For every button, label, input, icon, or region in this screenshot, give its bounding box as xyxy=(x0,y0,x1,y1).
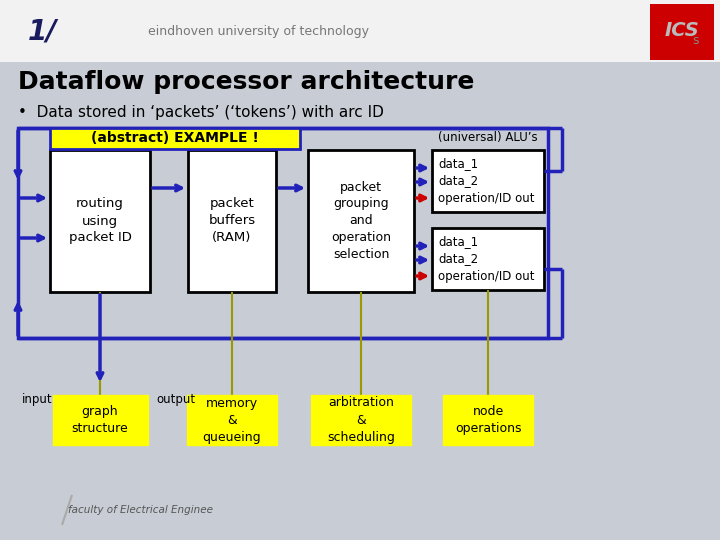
Bar xyxy=(432,228,544,290)
Bar xyxy=(18,128,548,338)
Text: (abstract) EXAMPLE !: (abstract) EXAMPLE ! xyxy=(91,132,259,145)
Text: s: s xyxy=(693,33,699,46)
Text: •  Data stored in ‘packets’ (‘tokens’) with arc ID: • Data stored in ‘packets’ (‘tokens’) wi… xyxy=(18,105,384,119)
Text: eindhoven university of technology: eindhoven university of technology xyxy=(148,25,369,38)
Text: arbitration
&
scheduling: arbitration & scheduling xyxy=(327,396,395,443)
Text: faculty of Electrical Enginee: faculty of Electrical Enginee xyxy=(68,505,213,515)
Bar xyxy=(650,4,714,60)
Bar xyxy=(443,395,533,445)
Text: Dataflow processor architecture: Dataflow processor architecture xyxy=(18,70,474,94)
Text: packet
grouping
and
operation
selection: packet grouping and operation selection xyxy=(331,180,391,261)
Bar xyxy=(53,395,148,445)
Text: output: output xyxy=(156,393,195,406)
Text: packet
buffers
(RAM): packet buffers (RAM) xyxy=(208,198,256,245)
Text: graph
structure: graph structure xyxy=(71,405,128,435)
Text: ICS: ICS xyxy=(665,21,699,39)
Text: data_1
data_2
operation/ID out: data_1 data_2 operation/ID out xyxy=(438,235,534,283)
Bar xyxy=(187,395,277,445)
Text: 1/: 1/ xyxy=(28,18,58,46)
Bar xyxy=(50,150,150,292)
Bar xyxy=(308,150,414,292)
Text: input: input xyxy=(22,393,53,406)
Bar xyxy=(0,0,720,62)
Text: (universal) ALU’s: (universal) ALU’s xyxy=(438,132,538,145)
Bar xyxy=(432,150,544,212)
Text: data_1
data_2
operation/ID out: data_1 data_2 operation/ID out xyxy=(438,157,534,205)
Text: node
operations: node operations xyxy=(455,405,521,435)
Bar xyxy=(50,128,300,149)
Text: routing
using
packet ID: routing using packet ID xyxy=(68,198,132,245)
Bar xyxy=(188,150,276,292)
Bar xyxy=(311,395,411,445)
Text: memory
&
queueing: memory & queueing xyxy=(203,396,261,443)
